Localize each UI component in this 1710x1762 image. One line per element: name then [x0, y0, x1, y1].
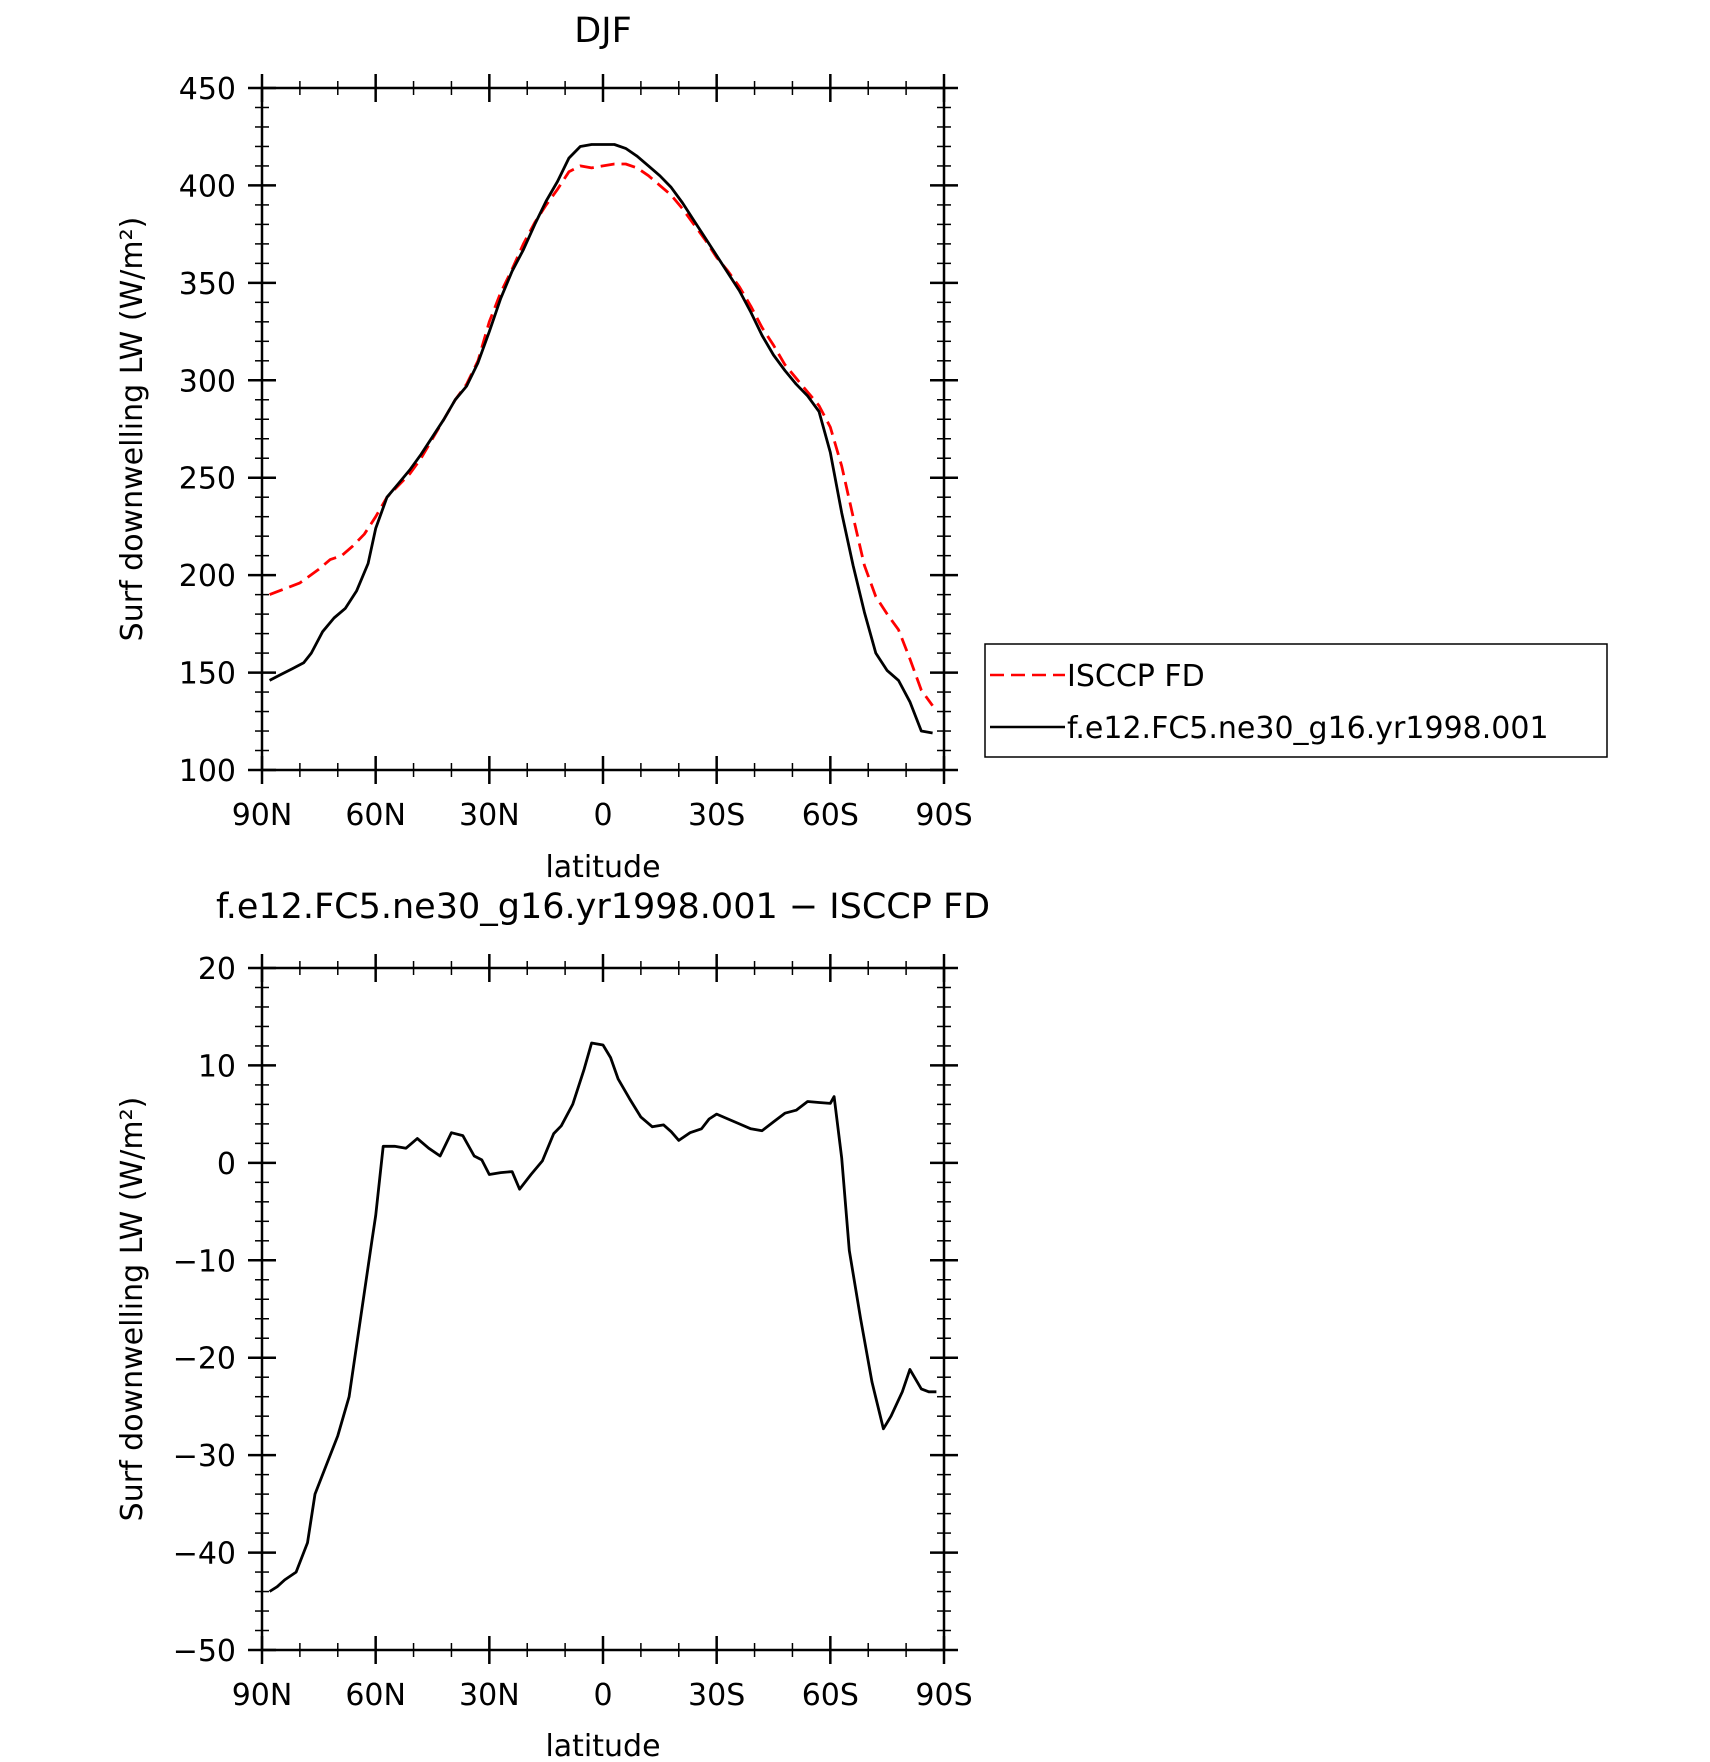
bottom-panel: f.e12.FC5.ne30_g16.yr1998.001 − ISCCP FD…	[115, 887, 990, 1762]
top-y-tick-label: 100	[179, 754, 236, 789]
bottom-y-tick-label: 10	[198, 1049, 236, 1084]
top-x-tick-label: 90N	[232, 798, 293, 833]
bottom-x-axis-label: latitude	[545, 1729, 660, 1762]
top-y-tick-label: 150	[179, 657, 236, 692]
bottom-y-tick-label: 0	[217, 1147, 236, 1182]
top-x-tick-label: 30N	[459, 798, 520, 833]
top-y-tick-label: 350	[179, 267, 236, 302]
bottom-series-line-0	[268, 1041, 937, 1593]
bottom-x-tick-label: 60S	[802, 1678, 859, 1713]
top-chart-title: DJF	[574, 11, 631, 51]
bottom-plot-frame	[260, 966, 946, 1652]
top-x-tick-label: 60S	[802, 798, 859, 833]
top-y-tick-label: 450	[179, 72, 236, 107]
top-y-axis-label: Surf downwelling LW (W/m²)	[115, 217, 150, 642]
top-axis-ticks	[248, 74, 958, 784]
top-series-line-0	[269, 162, 934, 707]
top-series-group	[268, 143, 934, 735]
bottom-y-tick-labels: −50 −40 −30 −20 −10 0 10 20	[173, 952, 236, 1669]
top-y-tick-labels: 100 150 200 250 300 350 400 450	[179, 72, 236, 789]
bottom-x-tick-label: 60N	[345, 1678, 406, 1713]
top-x-tick-label: 0	[593, 798, 612, 833]
top-x-tick-label: 30S	[688, 798, 745, 833]
bottom-y-tick-label: −10	[173, 1244, 236, 1279]
bottom-x-tick-label: 90N	[232, 1678, 293, 1713]
top-x-tick-label: 60N	[345, 798, 406, 833]
bottom-x-tick-label: 90S	[915, 1678, 972, 1713]
bottom-y-axis-label: Surf downwelling LW (W/m²)	[115, 1097, 150, 1522]
bottom-x-tick-labels: 90N 60N 30N 0 30S 60S 90S	[232, 1678, 973, 1713]
top-y-tick-label: 250	[179, 462, 236, 497]
bottom-chart-title: f.e12.FC5.ne30_g16.yr1998.001 − ISCCP FD	[216, 887, 990, 927]
bottom-y-tick-label: −50	[173, 1634, 236, 1669]
bottom-y-tick-label: −40	[173, 1537, 236, 1572]
bottom-x-tick-label: 30S	[688, 1678, 745, 1713]
bottom-axis-ticks	[248, 954, 958, 1664]
legend-label-model: f.e12.FC5.ne30_g16.yr1998.001	[1067, 711, 1549, 746]
bottom-x-tick-label: 30N	[459, 1678, 520, 1713]
legend: ISCCP FD f.e12.FC5.ne30_g16.yr1998.001	[984, 643, 1608, 758]
top-plot-frame	[260, 86, 946, 772]
top-x-tick-label: 90S	[915, 798, 972, 833]
legend-box	[984, 643, 1608, 758]
bottom-y-tick-label: −30	[173, 1439, 236, 1474]
bottom-y-tick-label: −20	[173, 1342, 236, 1377]
bottom-x-tick-label: 0	[593, 1678, 612, 1713]
top-y-tick-label: 200	[179, 559, 236, 594]
top-panel: DJF 90N 60N 30N 0 30S 60S 90S 100 150 200 250 300 3…	[115, 11, 973, 885]
top-y-tick-label: 400	[179, 169, 236, 204]
top-series-line-1	[268, 143, 933, 735]
top-x-axis-label: latitude	[545, 850, 660, 885]
top-y-tick-label: 300	[179, 364, 236, 399]
legend-label-isccp: ISCCP FD	[1067, 659, 1205, 694]
bottom-series-group	[268, 1041, 937, 1593]
top-x-tick-labels: 90N 60N 30N 0 30S 60S 90S	[232, 798, 973, 833]
bottom-y-tick-label: 20	[198, 952, 236, 987]
